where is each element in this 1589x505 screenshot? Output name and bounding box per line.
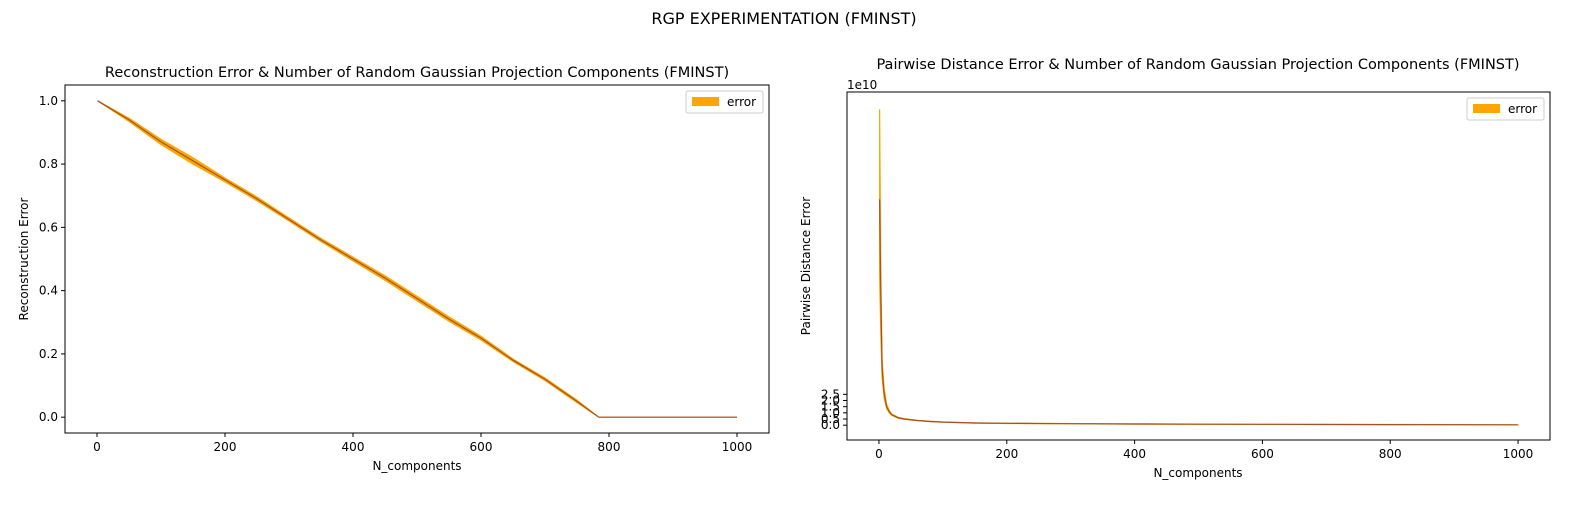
error-band — [97, 100, 737, 418]
pairwise-distance-error-legend: error — [1466, 97, 1545, 121]
x-tick-label: 600 — [470, 440, 493, 454]
pairwise-distance-error-y-label: Pairwise Distance Error — [799, 197, 813, 336]
x-tick-label: 1000 — [1503, 447, 1534, 461]
pairwise-distance-error-y-ticks: 0.00.51.01.52.02.5 — [821, 387, 847, 432]
x-tick-label: 1000 — [722, 440, 753, 454]
error-band — [879, 109, 1519, 426]
pairwise-distance-error-panel: Pairwise Distance Error & Number of Rand… — [799, 57, 1551, 480]
error-mean-line — [97, 100, 737, 418]
y-tick-label: 0.5 — [821, 412, 840, 426]
legend-swatch — [692, 97, 719, 106]
legend-swatch — [1473, 104, 1500, 113]
x-tick-label: 400 — [1123, 447, 1146, 461]
x-tick-label: 600 — [1251, 447, 1274, 461]
reconstruction-error-legend: error — [685, 90, 764, 114]
pairwise-distance-error-plot-area — [879, 109, 1519, 426]
x-tick-label: 800 — [598, 440, 621, 454]
x-tick-label: 200 — [214, 440, 237, 454]
reconstruction-error-x-ticks: 0 200 400 600 800 1000 — [93, 433, 752, 454]
figure-suptitle: RGP EXPERIMENTATION (FMINST) — [651, 9, 916, 28]
legend-label: error — [1508, 102, 1537, 116]
y-tick-label: 2.0 — [821, 394, 840, 408]
reconstruction-error-panel: Reconstruction Error & Number of Random … — [17, 65, 770, 473]
pairwise-distance-error-x-label: N_components — [1153, 466, 1242, 480]
reconstruction-error-axes-frame — [64, 84, 770, 434]
reconstruction-error-plot-area — [97, 100, 737, 418]
pairwise-distance-error-offset-label: 1e10 — [847, 78, 877, 92]
reconstruction-error-y-label: Reconstruction Error — [17, 198, 31, 321]
legend-frame — [685, 90, 764, 114]
reconstruction-error-y-ticks: 0.0 0.2 0.4 0.6 0.8 1.0 — [39, 94, 65, 424]
y-tick-label: 1.0 — [39, 94, 58, 108]
legend-frame — [1466, 97, 1545, 121]
y-tick-label: 2.5 — [821, 387, 840, 401]
y-tick-label: 1.5 — [821, 400, 840, 414]
x-tick-label: 800 — [1379, 447, 1402, 461]
x-tick-label: 200 — [995, 447, 1018, 461]
pairwise-distance-error-title: Pairwise Distance Error & Number of Rand… — [876, 57, 1519, 73]
y-tick-label: 0.8 — [39, 157, 58, 171]
y-tick-label: 0.0 — [39, 410, 58, 424]
y-tick-label: 0.4 — [39, 284, 58, 298]
y-tick-label: 1.0 — [821, 406, 840, 420]
legend-label: error — [727, 95, 756, 109]
pairwise-distance-error-axes-frame — [846, 91, 1551, 441]
x-tick-label: 0 — [875, 447, 883, 461]
y-tick-label: 0.6 — [39, 220, 58, 234]
pairwise-distance-error-x-ticks: 0 200 400 600 800 1000 — [875, 440, 1533, 461]
reconstruction-error-title: Reconstruction Error & Number of Random … — [105, 65, 729, 81]
x-tick-label: 0 — [93, 440, 101, 454]
x-tick-label: 400 — [342, 440, 365, 454]
y-tick-label: 0.2 — [39, 347, 58, 361]
y-tick-label: 0.0 — [821, 418, 840, 432]
error-mean-line — [879, 199, 1519, 426]
reconstruction-error-x-label: N_components — [372, 459, 461, 473]
